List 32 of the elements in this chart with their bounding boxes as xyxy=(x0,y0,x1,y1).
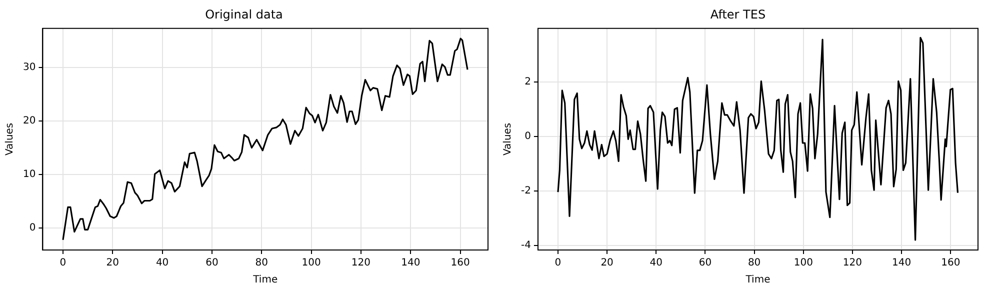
y-tick-label: 2 xyxy=(524,76,531,88)
x-tick-label: 120 xyxy=(351,258,371,269)
chart-title: After TES xyxy=(710,7,766,22)
x-axis-title: Time xyxy=(252,274,278,286)
x-tick-label: 60 xyxy=(206,258,218,269)
x-tick-label: 100 xyxy=(794,258,813,269)
x-tick-label: 40 xyxy=(156,258,169,269)
x-tick-label: 80 xyxy=(748,258,761,269)
y-tick-label: 20 xyxy=(22,116,36,127)
y-tick-label: 0 xyxy=(29,222,36,234)
y-axis-title: Values xyxy=(502,122,514,156)
y-tick-label: 30 xyxy=(22,62,36,74)
x-tick-label: 100 xyxy=(302,258,321,269)
x-tick-label: 20 xyxy=(600,258,614,269)
y-axis-title: Values xyxy=(4,122,16,156)
chart-title: Original data xyxy=(205,7,283,22)
y-tick-label: -4 xyxy=(520,240,531,251)
y-tick-label: 10 xyxy=(22,169,36,180)
y-tick-label: 0 xyxy=(524,131,531,142)
x-axis-title: Time xyxy=(744,274,770,286)
x-tick-label: 40 xyxy=(650,258,663,269)
x-tick-label: 80 xyxy=(255,258,268,269)
x-tick-label: 160 xyxy=(941,258,960,269)
x-tick-label: 0 xyxy=(554,258,562,269)
x-tick-label: 120 xyxy=(842,258,862,269)
x-tick-label: 140 xyxy=(892,258,912,269)
x-tick-label: 60 xyxy=(698,258,712,269)
x-tick-label: 160 xyxy=(450,258,470,269)
x-tick-label: 140 xyxy=(401,258,420,269)
y-tick-label: -2 xyxy=(520,186,531,197)
x-tick-label: 0 xyxy=(60,258,66,269)
x-tick-label: 20 xyxy=(106,258,119,269)
